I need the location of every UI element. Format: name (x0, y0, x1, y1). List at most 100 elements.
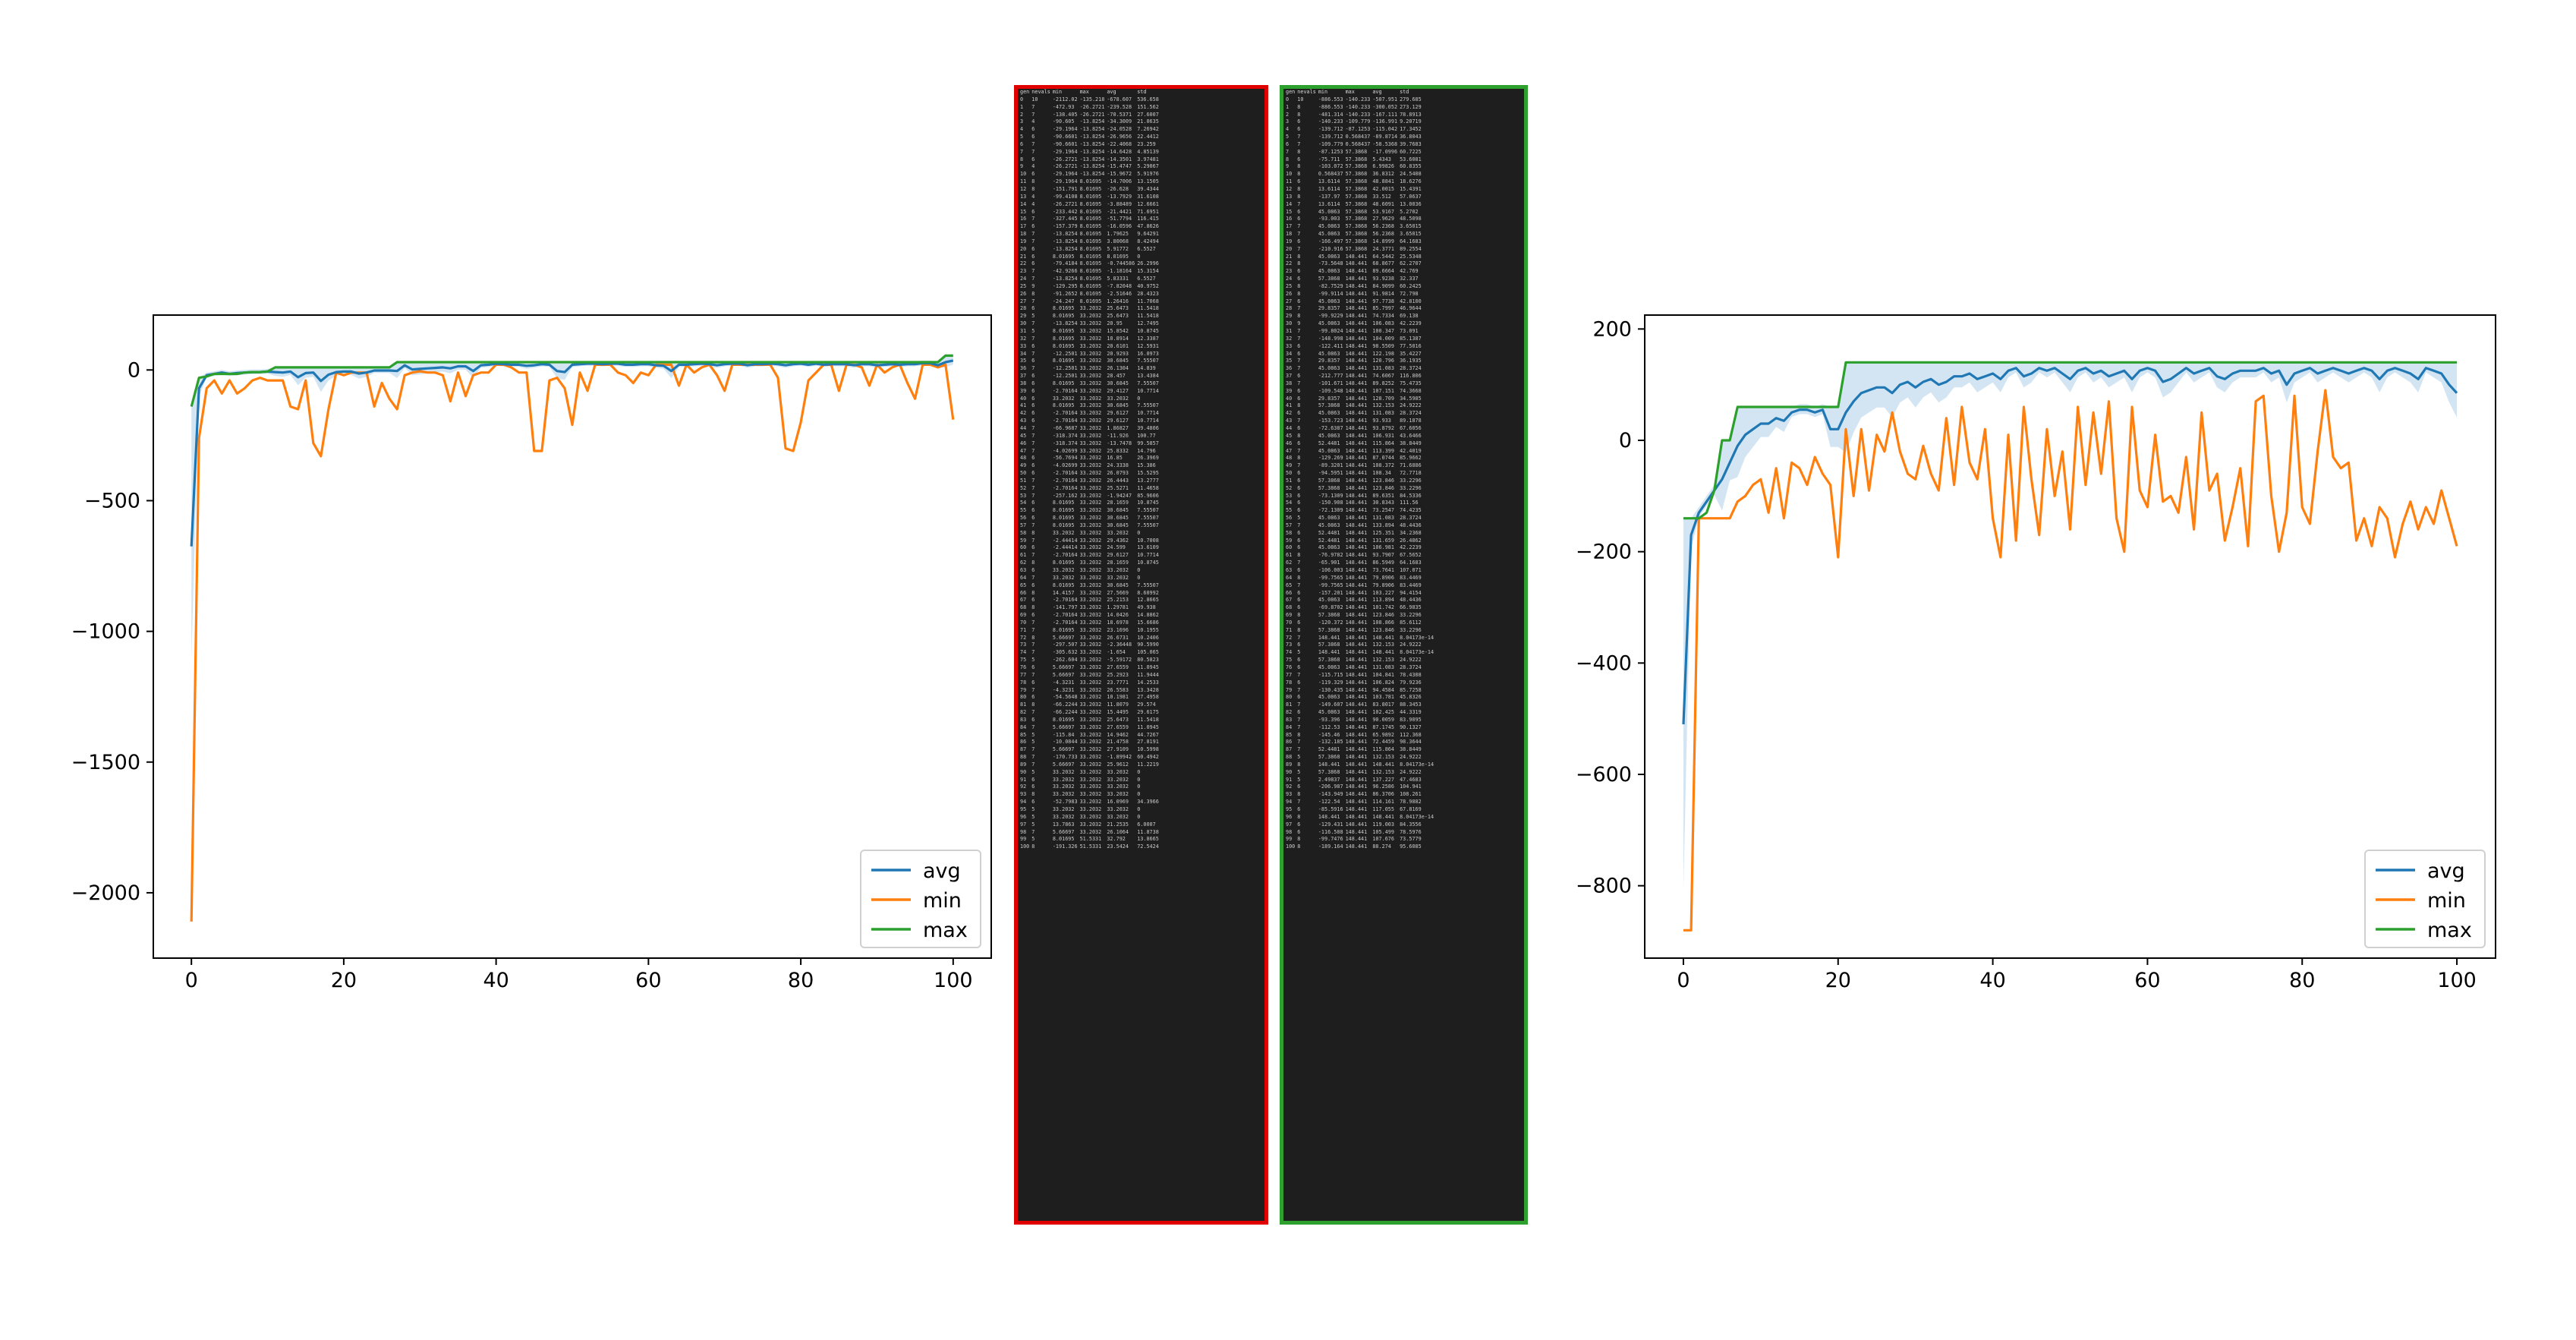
log-cell: 13.8665 (1137, 836, 1159, 843)
log-cell: 89.6351 (1372, 492, 1394, 499)
log-cell: 33.2032 (1079, 492, 1102, 499)
log-cell: -1.89942 (1107, 754, 1132, 761)
log-cell: 5 (1031, 328, 1035, 334)
log-row: 97 6 -129.431 148.441 119.003 84.3556 (1283, 821, 1434, 829)
log-cell: 148.441 (1345, 268, 1368, 275)
log-row: 32 7 8.01695 33.2032 10.8914 12.3387 (1018, 336, 1159, 343)
log-cell: 28.457 (1107, 373, 1126, 380)
log-cell: 36.8043 (1400, 134, 1422, 140)
log-cell: 13.3428 (1137, 686, 1159, 693)
log-cell: 3.65015 (1400, 223, 1422, 230)
log-cell: 12.8665 (1137, 597, 1159, 604)
log-cell: 45.0863 (1318, 223, 1340, 230)
log-cell: 6 (1031, 171, 1035, 178)
log-cell: 6 (1031, 134, 1035, 140)
log-cell: 74 (1286, 649, 1293, 656)
log-cell: 10.8745 (1137, 560, 1159, 566)
log-cell: 106.083 (1372, 320, 1394, 327)
log-row: 54 6 8.01695 33.2032 28.1659 10.8745 (1018, 500, 1159, 507)
log-cell: 24.599 (1107, 544, 1126, 551)
log-cell: -26.2721 (1052, 163, 1078, 170)
log-cell: 6 (1297, 589, 1301, 596)
log-cell: 11 (1020, 178, 1027, 185)
log-cell: 0 (1137, 567, 1141, 573)
log-cell: 78 (1286, 679, 1293, 686)
log-cell: 83.4469 (1400, 574, 1422, 581)
log-cell: 6 (1031, 253, 1035, 260)
log-cell: 22.4412 (1137, 134, 1159, 140)
log-cell: -145.46 (1318, 731, 1340, 738)
log-row: 27 6 45.0863 148.441 97.7738 42.8100 (1283, 298, 1434, 306)
log-cell: 148.441 (1345, 537, 1368, 544)
log-cell: 83 (1286, 716, 1293, 723)
log-cell: 33.2032 (1079, 589, 1102, 596)
log-cell: 29.8357 (1318, 395, 1340, 402)
x-tick-label: 20 (1825, 969, 1851, 992)
log-row: 94 7 -122.54 148.441 114.161 78.9882 (1283, 799, 1434, 806)
log-cell: -89.8714 (1372, 134, 1398, 140)
log-cell: 0 (1137, 529, 1141, 536)
log-cell: 29.4127 (1107, 387, 1129, 394)
log-cell: 57 (1020, 522, 1027, 528)
log-cell: 33 (1020, 342, 1027, 349)
log-row: 5 7 -139.712 0.568437 -89.8714 36.8043 (1283, 134, 1434, 141)
log-cell: 78.5976 (1400, 828, 1422, 835)
log-row: 24 7 -13.8254 8.01695 5.83331 6.5527 (1018, 276, 1159, 283)
log-cell: 30 (1286, 320, 1293, 327)
log-cell: 7 (1297, 223, 1301, 230)
log-cell: 54 (1286, 500, 1293, 506)
log-cell: -13.8254 (1079, 163, 1105, 170)
log-cell: -65.901 (1318, 560, 1340, 566)
log-row: 74 5 148.441 148.441 148.441 8.04173e-14 (1283, 649, 1434, 657)
log-cell: 7 (1031, 103, 1035, 110)
log-cell: 11 (1286, 178, 1293, 185)
log-cell: 8 (1297, 148, 1301, 155)
log-cell: 57.3868 (1318, 477, 1340, 484)
log-cell: 8 (1297, 282, 1301, 289)
log-cell: 6.0007 (1137, 821, 1156, 828)
log-cell: 33.2296 (1400, 612, 1422, 619)
log-cell: 104.841 (1372, 671, 1394, 678)
log-cell: -507.951 (1372, 96, 1398, 102)
log-cell: 33.2032 (1079, 320, 1102, 327)
log-cell: 148.441 (1345, 552, 1368, 559)
log-cell: 7 (1297, 245, 1301, 252)
log-cell: 6 (1031, 380, 1035, 386)
log-cell: 148.441 (1345, 671, 1368, 678)
log-cell: 72.5424 (1137, 843, 1159, 850)
log-cell: 80 (1020, 694, 1027, 701)
log-cell: 6 (1031, 156, 1035, 162)
log-cell: 148.441 (1345, 657, 1368, 664)
log-cell: 31 (1286, 328, 1293, 334)
log-row: 0 10 -2112.02 -135.218 -678.607 536.658 (1018, 96, 1159, 104)
log-cell: 22 (1286, 260, 1293, 267)
log-row: 73 7 -297.507 33.2032 -2.36448 90.5990 (1018, 642, 1159, 649)
log-cell: 148.441 (1345, 529, 1368, 536)
log-cell: 0 (1137, 806, 1141, 812)
log-cell: 6 (1031, 500, 1035, 506)
log-cell: 7 (1031, 477, 1035, 484)
log-cell: 148.441 (1345, 604, 1368, 611)
log-cell: 6 (1297, 567, 1301, 573)
log-cell: 33.2032 (1107, 567, 1129, 573)
log-cell: 34.5985 (1400, 395, 1422, 402)
log-cell: 115.864 (1372, 746, 1394, 753)
log-cell: -54.5648 (1052, 694, 1078, 701)
log-cell: 57.3868 (1345, 200, 1368, 207)
log-cell: 74.6067 (1372, 373, 1394, 380)
log-cell: 12.6661 (1137, 200, 1159, 207)
log-cell: 8 (1297, 313, 1301, 320)
log-cell: 84.3556 (1400, 821, 1422, 828)
log-cell: 10 (1297, 96, 1304, 102)
log-cell: -157.201 (1318, 589, 1343, 596)
log-row: 25 9 -129.295 8.01695 -7.82048 40.9752 (1018, 283, 1159, 291)
log-cell: 148.441 (1345, 761, 1368, 768)
log-row: 69 6 -2.70164 33.2032 14.0426 14.8862 (1018, 612, 1159, 620)
log-cell: 96 (1020, 813, 1027, 820)
log-cell: -115.84 (1052, 731, 1075, 738)
log-row: 91 5 2.49837 148.441 137.227 47.4683 (1283, 777, 1434, 784)
log-cell: 33.2032 (1079, 462, 1102, 469)
log-cell: 90.0059 (1372, 716, 1394, 723)
log-cell: 85.6112 (1400, 619, 1422, 626)
log-row: 42 6 45.0863 148.441 131.083 28.3724 (1283, 410, 1434, 418)
